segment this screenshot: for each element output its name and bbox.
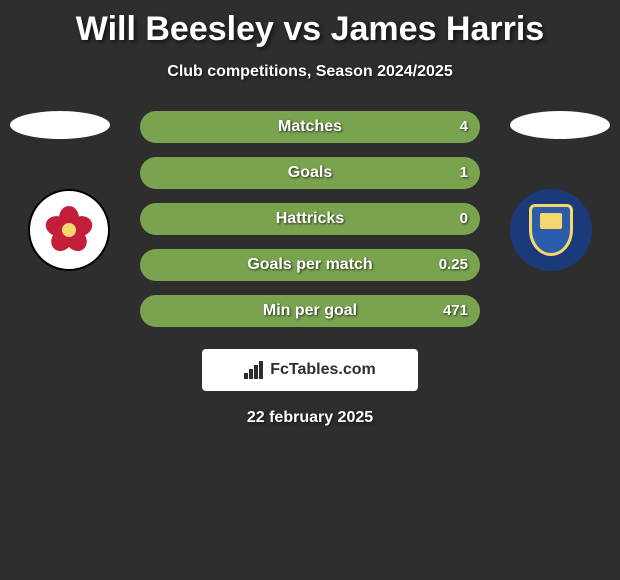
stat-value: 1 (460, 157, 468, 189)
stat-label: Min per goal (140, 295, 480, 327)
stat-label: Hattricks (140, 203, 480, 235)
stat-bar-goals: Goals 1 (140, 157, 480, 189)
stat-label: Matches (140, 111, 480, 143)
stat-bar-mpg: Min per goal 471 (140, 295, 480, 327)
rose-icon (45, 206, 93, 254)
shield-icon (529, 204, 573, 256)
bar-chart-icon (244, 361, 264, 379)
player-oval-right (510, 111, 610, 139)
stat-bar-hattricks: Hattricks 0 (140, 203, 480, 235)
brand-box: FcTables.com (202, 349, 418, 391)
stat-bars: Matches 4 Goals 1 Hattricks 0 Goals per … (140, 111, 480, 327)
stat-label: Goals (140, 157, 480, 189)
stat-value: 0 (460, 203, 468, 235)
page-title: Will Beesley vs James Harris (0, 0, 620, 49)
stat-value: 0.25 (439, 249, 468, 281)
player-oval-left (10, 111, 110, 139)
brand-text: FcTables.com (270, 361, 376, 379)
team-crest-right (510, 189, 592, 271)
stat-label: Goals per match (140, 249, 480, 281)
comparison-main: Matches 4 Goals 1 Hattricks 0 Goals per … (0, 111, 620, 427)
subtitle: Club competitions, Season 2024/2025 (0, 63, 620, 81)
stat-value: 4 (460, 111, 468, 143)
stat-bar-gpm: Goals per match 0.25 (140, 249, 480, 281)
date-label: 22 february 2025 (0, 409, 620, 427)
team-crest-left (28, 189, 110, 271)
stat-bar-matches: Matches 4 (140, 111, 480, 143)
stat-value: 471 (443, 295, 468, 327)
